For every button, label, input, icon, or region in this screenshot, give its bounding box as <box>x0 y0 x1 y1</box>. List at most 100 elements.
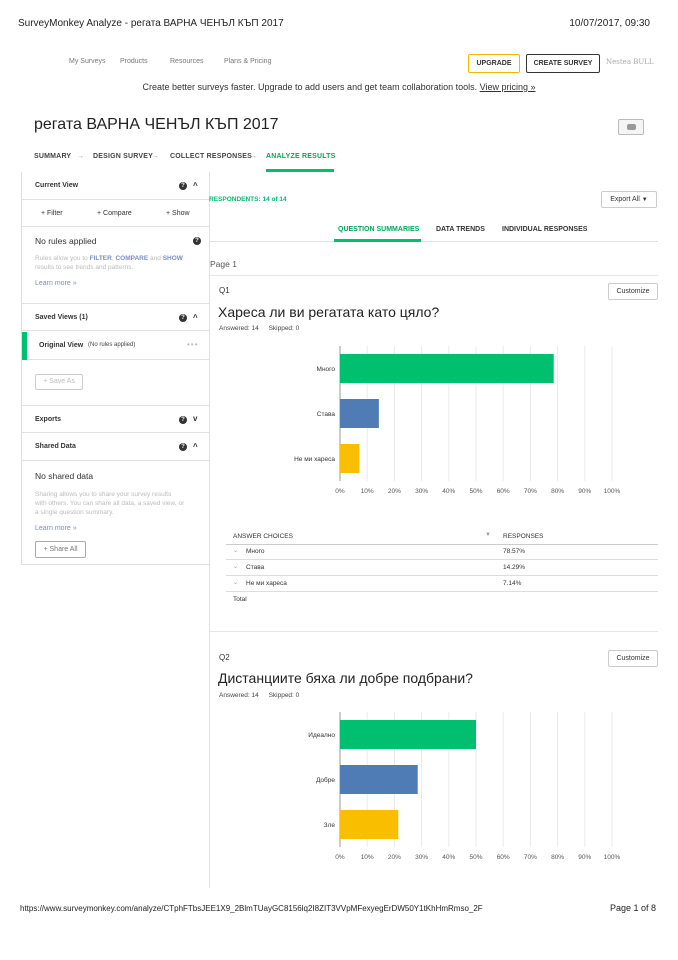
sort-caret-icon[interactable]: ▼ <box>485 532 491 538</box>
chevron-up-icon[interactable]: ^ <box>193 181 198 190</box>
active-step-indicator <box>266 169 334 172</box>
more-options-icon[interactable]: ••• <box>187 340 199 349</box>
current-view-header[interactable]: Current View ? ^ <box>22 172 210 200</box>
bar <box>340 720 476 749</box>
step-design-survey[interactable]: DESIGN SURVEY <box>93 153 154 160</box>
category-label: Много <box>317 366 336 373</box>
comment-button[interactable] <box>618 119 644 135</box>
print-header: SurveyMonkey Analyze - регата ВАРНА ЧЕНЪ… <box>18 18 650 32</box>
category-label: Добре <box>316 776 335 784</box>
promo-text: Create better surveys faster. Upgrade to… <box>142 82 478 92</box>
nav-products[interactable]: Products <box>120 58 148 65</box>
help-icon[interactable]: ? <box>179 314 187 322</box>
help-icon[interactable]: ? <box>179 182 187 190</box>
x-tick-label: 20% <box>388 488 401 495</box>
arrow-right-icon: → <box>77 153 85 160</box>
rules-comma: , <box>111 255 114 262</box>
help-icon[interactable]: ? <box>179 443 187 451</box>
help-icon[interactable]: ? <box>193 237 201 245</box>
active-tab-indicator <box>334 239 421 242</box>
x-tick-label: 0% <box>335 854 345 861</box>
answer-choices-header[interactable]: ANSWER CHOICES <box>233 533 293 540</box>
table-row: ⌄ Става 14.29% <box>226 561 658 576</box>
x-tick-label: 50% <box>469 488 482 495</box>
responses-header: RESPONSES <box>503 533 544 540</box>
x-tick-label: 0% <box>335 488 345 495</box>
create-survey-button[interactable]: CREATE SURVEY <box>526 54 600 73</box>
main-divider <box>209 172 210 888</box>
no-shared-data-label: No shared data <box>35 471 94 481</box>
category-label: Зле <box>324 822 336 829</box>
filter-button[interactable]: + Filter <box>41 210 63 217</box>
shared-help-line-2: with others. You can share all data, a s… <box>35 500 185 507</box>
tab-individual-responses[interactable]: INDIVIDUAL RESPONSES <box>502 226 588 233</box>
x-tick-label: 10% <box>361 488 374 495</box>
caret-down-icon: ▼ <box>641 197 648 203</box>
saved-views-header[interactable]: Saved Views (1) ? ^ <box>22 303 210 331</box>
answer-percent: 7.14% <box>503 580 522 587</box>
upgrade-button[interactable]: UPGRADE <box>468 54 520 73</box>
chevron-down-icon[interactable]: v <box>193 414 198 423</box>
learn-more-link[interactable]: Learn more » <box>35 525 77 532</box>
q2-meta: Answered: 14 Skipped: 0 <box>219 692 299 699</box>
q2-answered: Answered: 14 <box>219 692 259 699</box>
expand-icon[interactable]: ⌄ <box>233 580 239 586</box>
shared-data-header[interactable]: Shared Data ? ^ <box>22 433 210 461</box>
share-all-button[interactable]: + Share All <box>35 541 86 558</box>
q2-card-divider <box>210 631 658 632</box>
table-row: ⌄ Не ми хареса 7.14% <box>226 577 658 592</box>
q1-answer-table: ANSWER CHOICES ▼ RESPONSES ⌄ Много 78.57… <box>226 530 658 610</box>
nav-my-surveys[interactable]: My Surveys <box>69 58 106 65</box>
saved-view-item[interactable]: Original View (No rules applied) ••• <box>22 332 210 360</box>
step-analyze-results[interactable]: ANALYZE RESULTS <box>266 153 336 160</box>
compare-button[interactable]: + Compare <box>97 210 132 217</box>
expand-icon[interactable]: ⌄ <box>233 564 239 570</box>
chevron-up-icon[interactable]: ^ <box>193 313 198 322</box>
shared-help-line-1: Sharing allows you to share your survey … <box>35 491 172 498</box>
chevron-up-icon[interactable]: ^ <box>193 442 198 451</box>
x-tick-label: 60% <box>497 854 510 861</box>
tab-question-summaries[interactable]: QUESTION SUMMARIES <box>338 226 420 233</box>
page-label: Page 1 <box>210 259 237 269</box>
nav-resources[interactable]: Resources <box>170 58 204 65</box>
divider <box>22 226 210 227</box>
q1-customize-button[interactable]: Customize <box>608 283 658 300</box>
save-as-button[interactable]: + Save As <box>35 374 83 390</box>
bar <box>340 810 399 839</box>
export-all-button[interactable]: Export All ▼ <box>601 191 657 208</box>
step-collect-responses[interactable]: COLLECT RESPONSES <box>170 153 252 160</box>
answer-percent: 78.57% <box>503 548 526 555</box>
rules-filter-keyword: FILTER <box>89 255 112 262</box>
view-pricing-link[interactable]: View pricing » <box>479 82 536 92</box>
bar <box>340 399 379 428</box>
exports-title: Exports <box>35 416 62 423</box>
user-menu[interactable]: Nestea BULL <box>606 58 654 66</box>
table-total-row: Total <box>226 593 658 608</box>
exports-header[interactable]: Exports ? v <box>22 405 210 433</box>
q1-number: Q1 <box>219 286 230 295</box>
help-icon[interactable]: ? <box>179 416 187 424</box>
rules-and: and <box>150 255 161 262</box>
show-button[interactable]: + Show <box>166 210 190 217</box>
rules-show-keyword: SHOW <box>162 255 183 262</box>
print-footer-url: https://www.surveymonkey.com/analyze/CTp… <box>20 904 483 913</box>
current-view-title: Current View <box>35 182 79 189</box>
answer-choice: Става <box>246 564 265 571</box>
no-rules-label: No rules applied <box>35 236 97 246</box>
q1-meta: Answered: 14 Skipped: 0 <box>219 325 299 332</box>
shared-help-line-3: a single question summary. <box>35 509 114 516</box>
category-label: Става <box>317 411 336 418</box>
learn-more-link[interactable]: Learn more » <box>35 280 77 287</box>
x-tick-label: 80% <box>551 488 564 495</box>
q2-customize-button[interactable]: Customize <box>608 650 658 667</box>
x-tick-label: 90% <box>578 854 591 861</box>
tab-data-trends[interactable]: DATA TRENDS <box>436 226 485 233</box>
top-nav: My Surveys Products Resources Plans & Pr… <box>0 58 678 70</box>
nav-plans-pricing[interactable]: Plans & Pricing <box>224 58 272 65</box>
step-summary[interactable]: SUMMARY <box>34 153 72 160</box>
q2-number: Q2 <box>219 653 230 662</box>
total-label: Total <box>233 596 247 603</box>
shared-data-title: Shared Data <box>35 443 76 450</box>
expand-icon[interactable]: ⌄ <box>233 548 239 554</box>
bar <box>340 765 418 794</box>
